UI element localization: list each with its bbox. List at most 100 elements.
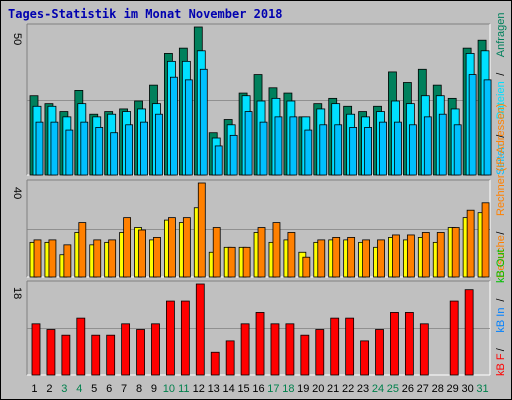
legend-top-3: /	[495, 72, 507, 76]
x-tick-label-day-4: 4	[76, 383, 82, 395]
bar-kb-f-day-23	[360, 340, 369, 376]
bar-kb-f-day-10	[166, 300, 175, 376]
bar-kb-f-day-17	[270, 323, 280, 376]
x-tick-label-day-24: 24	[372, 383, 384, 395]
bar-kb-f-day-6	[106, 334, 116, 376]
bar-rechner-day-27	[421, 232, 430, 278]
y-max-label-middle: 40	[11, 187, 23, 199]
legend-middle-0: Besuche	[495, 235, 507, 278]
bar-seiten-day-24	[379, 121, 387, 176]
bar-rechner-day-8	[138, 229, 146, 278]
x-tick-label-day-3: 3	[61, 383, 67, 395]
bar-rechner-day-25	[392, 234, 400, 278]
x-tick-label-day-14: 14	[223, 383, 235, 395]
bar-rechner-day-22	[347, 237, 356, 278]
legend-bottom-2: kB In	[495, 308, 507, 333]
x-tick-label-day-13: 13	[208, 383, 220, 395]
bar-rechner-day-16	[257, 227, 266, 278]
bar-rechner-day-18	[287, 232, 296, 278]
bar-seiten-day-29	[453, 124, 462, 176]
x-tick-label-day-15: 15	[237, 383, 249, 395]
bar-kb-f-day-27	[419, 323, 429, 376]
bar-kb-f-day-13	[210, 351, 220, 376]
x-tick-label-day-28: 28	[432, 383, 444, 395]
bar-rechner-day-30	[466, 209, 475, 278]
bar-kb-f-day-5	[91, 334, 101, 376]
bar-seiten-day-11	[184, 79, 193, 176]
x-tick-label-day-25: 25	[387, 383, 399, 395]
bar-seiten-day-13	[214, 145, 223, 176]
bar-rechner-day-4	[78, 222, 87, 278]
legend-top-2: Dateien	[495, 81, 507, 119]
x-tick-label-day-23: 23	[357, 383, 369, 395]
x-tick-label-day-20: 20	[312, 383, 324, 395]
bar-seiten-day-1	[35, 121, 44, 176]
bar-seiten-day-15	[244, 111, 253, 176]
bar-seiten-day-7	[125, 124, 134, 176]
bar-rechner-day-17	[272, 222, 281, 278]
x-tick-label-day-5: 5	[91, 383, 97, 395]
bar-kb-f-day-29	[449, 300, 459, 376]
bar-rechner-day-21	[332, 237, 341, 278]
x-tick-label-day-30: 30	[461, 383, 473, 395]
bar-kb-f-day-22	[345, 317, 355, 376]
x-tick-label-day-31: 31	[476, 383, 488, 395]
bar-kb-f-day-21	[330, 317, 340, 376]
bar-seiten-day-17	[274, 116, 283, 176]
bar-seiten-day-26	[408, 124, 417, 176]
bar-rechner-day-15	[242, 246, 251, 278]
x-tick-label-day-6: 6	[106, 383, 112, 395]
bar-rechner-day-9	[153, 237, 161, 278]
bar-kb-f-day-3	[61, 334, 71, 376]
bar-seiten-day-4	[80, 121, 89, 176]
bar-kb-f-day-19	[300, 334, 310, 376]
bar-seiten-day-21	[334, 124, 343, 176]
x-tick-label-day-1: 1	[31, 383, 37, 395]
bar-seiten-day-5	[95, 127, 104, 176]
bar-kb-f-day-18	[285, 323, 295, 376]
bar-seiten-day-6	[110, 132, 119, 176]
bar-seiten-day-19	[304, 129, 313, 176]
bar-rechner-day-6	[108, 239, 117, 278]
bar-kb-f-day-1	[31, 323, 41, 376]
chart-title: Tages-Statistik im Monat November 2018	[8, 7, 283, 21]
bar-kb-f-day-11	[180, 300, 190, 376]
bar-seiten-day-8	[140, 121, 148, 176]
bar-seiten-day-30	[468, 74, 477, 176]
bar-kb-f-day-2	[46, 329, 56, 376]
bar-seiten-day-22	[349, 127, 358, 176]
bar-kb-f-day-26	[404, 312, 414, 376]
bar-seiten-day-25	[394, 121, 402, 176]
bar-rechner-day-5	[93, 239, 102, 278]
bar-rechner-day-13	[212, 227, 221, 278]
x-tick-label-day-12: 12	[193, 383, 205, 395]
bar-seiten-day-3	[65, 129, 74, 176]
x-tick-label-day-2: 2	[46, 383, 52, 395]
bar-rechner-day-19	[302, 256, 311, 278]
bar-seiten-day-31	[483, 79, 492, 176]
x-tick-label-day-22: 22	[342, 383, 354, 395]
bar-seiten-day-23	[364, 127, 372, 176]
legend-middle-1: /	[495, 231, 507, 235]
bar-rechner-day-26	[406, 234, 415, 278]
bar-kb-f-day-30	[464, 289, 474, 376]
bar-rechner-day-2	[48, 239, 57, 278]
bar-seiten-day-28	[438, 113, 447, 176]
legend-top-0: Seiten	[495, 144, 507, 175]
bar-kb-f-day-14	[225, 340, 235, 376]
bar-kb-f-day-12	[195, 283, 205, 376]
x-tick-label-day-16: 16	[252, 383, 264, 395]
legend-bottom-3: /	[495, 298, 507, 302]
bar-seiten-day-14	[229, 134, 238, 176]
legend-middle-2: Rechner (IP-Adressen)	[495, 104, 507, 217]
x-tick-label-day-9: 9	[151, 383, 157, 395]
bar-rechner-day-7	[123, 217, 132, 278]
bar-seiten-day-10	[170, 76, 178, 176]
x-tick-label-day-29: 29	[447, 383, 459, 395]
bar-seiten-day-27	[423, 116, 432, 176]
y-max-label-bottom: 18	[11, 287, 23, 299]
x-tick-label-day-27: 27	[417, 383, 429, 395]
y-max-label-top: 50	[11, 33, 23, 45]
x-tick-label-day-19: 19	[297, 383, 309, 395]
